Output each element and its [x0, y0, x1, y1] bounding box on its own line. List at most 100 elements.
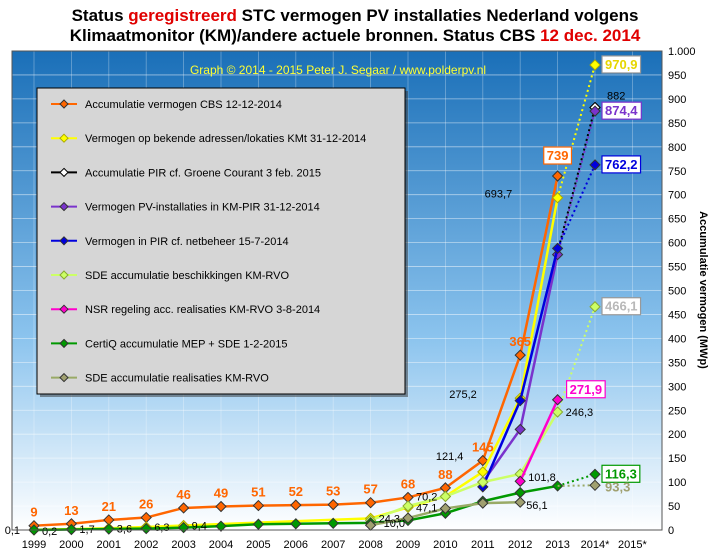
legend-swatch-marker [59, 270, 69, 280]
data-label: 145 [472, 440, 494, 455]
data-label: 0,1 [5, 525, 20, 537]
data-point [290, 499, 302, 511]
legend-swatch-marker [59, 372, 69, 383]
data-point [364, 496, 377, 509]
series-projection-line [557, 484, 596, 487]
series-line [370, 411, 559, 522]
data-point [477, 497, 489, 509]
data-point [551, 242, 564, 255]
legend-label: Accumulatie vermogen CBS 12-12-2014 [85, 99, 282, 111]
series-4 [477, 159, 601, 493]
data-label: 6,3 [154, 522, 169, 534]
x-tick-label: 2015* [618, 539, 647, 551]
data-label: 9,4 [192, 520, 207, 532]
legend-swatch-marker [59, 338, 69, 349]
data-label: 762,2 [605, 157, 638, 172]
projection-point [589, 59, 601, 71]
legend-label: Vermogen PV-installaties in KM-PIR 31-12… [85, 202, 320, 214]
data-point [551, 170, 564, 182]
data-point [327, 517, 339, 530]
data-point [439, 490, 452, 503]
legend-label: Vermogen in PIR cf. netbeheer 15-7-2014 [85, 236, 289, 248]
data-label: 26 [139, 497, 153, 512]
y-tick-label: 200 [668, 429, 686, 441]
y-tick-label: 650 [668, 214, 686, 226]
series-projection-line [556, 164, 596, 249]
data-label: 51 [251, 485, 265, 500]
x-tick-label: 2012 [508, 539, 532, 551]
data-point [551, 192, 564, 204]
y-tick-label: 150 [668, 453, 686, 465]
data-label: 739 [547, 148, 569, 163]
x-tick-label: 2011 [471, 539, 495, 551]
y-tick-label: 700 [668, 190, 686, 202]
data-label: 56,1 [526, 500, 547, 512]
y-tick-label: 550 [668, 262, 686, 274]
legend-swatch-marker [59, 167, 69, 178]
data-label: 121,4 [436, 451, 464, 463]
y-tick-label: 750 [668, 166, 686, 178]
data-label: 693,7 [485, 189, 513, 201]
series-6 [514, 394, 564, 487]
title-text: Klimaatmonitor (KM)/andere actuele bronn… [69, 26, 541, 45]
data-label: 271,9 [570, 382, 603, 397]
title-highlight: geregistreerd [128, 6, 237, 25]
data-label-box [543, 146, 573, 165]
data-point [477, 454, 489, 467]
y-tick-label: 300 [668, 381, 686, 393]
y-tick-label: 600 [668, 238, 686, 250]
data-point [402, 512, 414, 524]
data-label: 88 [438, 467, 452, 482]
data-point [514, 496, 526, 508]
data-label: 3,6 [117, 523, 132, 535]
legend-label: SDE accumulatie realisaties KM-RVO [85, 373, 269, 385]
data-label-box [601, 297, 642, 316]
legend-swatch-marker [59, 236, 69, 246]
watermark: Graph © 2014 - 2015 Peter J. Segaar / ww… [190, 63, 486, 77]
data-label: 13 [64, 503, 78, 518]
y-tick-label: 100 [668, 477, 686, 489]
projection-point [589, 105, 601, 117]
data-label: 101,8 [528, 472, 556, 484]
x-tick-label: 2000 [59, 539, 83, 551]
data-label: 275,2 [449, 389, 477, 401]
data-point [177, 502, 190, 514]
data-point [514, 423, 526, 436]
y-tick-label: 250 [668, 405, 686, 417]
data-label: 882 [607, 91, 625, 103]
y-tick-label: 0 [668, 525, 674, 537]
data-label: 10,0 [384, 518, 405, 530]
data-label-box [601, 101, 642, 120]
data-point [551, 406, 564, 418]
legend-box [36, 87, 406, 395]
legend-label: SDE accumulatie beschikkingen KM-RVO [85, 270, 289, 282]
data-label: 93,3 [605, 479, 630, 494]
data-point [477, 476, 489, 488]
data-point [103, 523, 115, 535]
data-label: 68 [401, 476, 415, 491]
x-tick-label: 2010 [433, 539, 457, 551]
y-tick-label: 500 [668, 286, 686, 298]
data-label: 9 [30, 505, 37, 520]
data-point [551, 248, 564, 261]
y-tick-label: 400 [668, 333, 686, 345]
data-point [327, 498, 339, 511]
data-label: 46 [176, 487, 190, 502]
data-label: 0,2 [42, 526, 57, 538]
projection-point [589, 301, 601, 313]
data-point [514, 475, 526, 487]
x-tick-label: 2005 [246, 539, 270, 551]
y-tick-label: 850 [668, 118, 686, 130]
data-label: 874,4 [605, 103, 638, 118]
data-label: 246,3 [566, 407, 594, 419]
data-label: 52 [289, 484, 303, 499]
chart-title: Status geregistreerd STC vermogen PV ins… [0, 6, 710, 46]
y-tick-label: 50 [668, 501, 680, 513]
axes: 0 50 100 150 200 250 300 350 400 450 500 550 600 650 7… [11, 46, 696, 551]
x-tick-label: 1999 [22, 539, 46, 551]
data-point [290, 518, 302, 530]
y-tick-label: 350 [668, 357, 686, 369]
projection-point [589, 159, 601, 171]
data-point [252, 518, 265, 530]
